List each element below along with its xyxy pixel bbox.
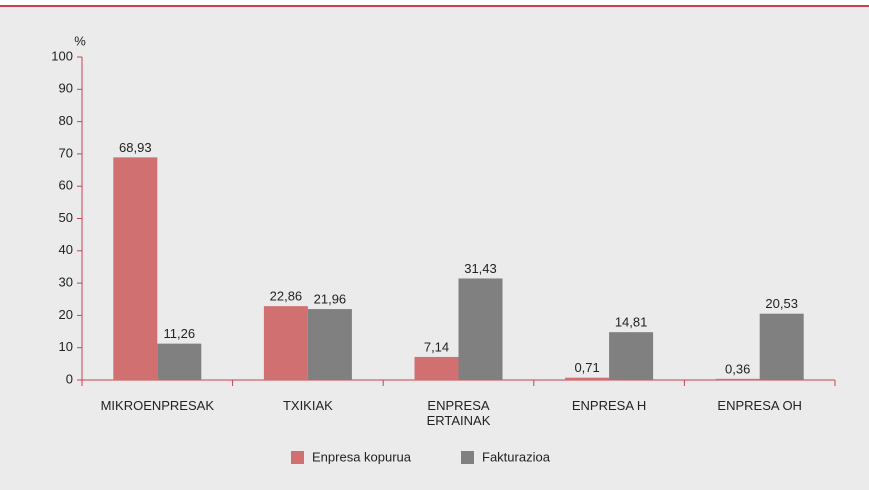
bar [565,377,610,380]
bar [609,332,654,380]
x-tick-label: ENPRESA ERTAINAK [426,398,491,428]
value-label: 11,26 [164,326,196,341]
y-tick-label: 90 [59,81,73,96]
bar [759,313,804,380]
value-label: 14,81 [615,315,648,330]
x-tick-label: TXIKIAK [282,398,333,413]
y-unit: % [74,33,86,48]
y-tick-label: 100 [51,48,73,63]
value-label: 22,86 [270,289,303,304]
bar [414,356,459,380]
legend-label: Enpresa kopurua [312,449,412,464]
value-label: 31,43 [464,261,497,276]
y-tick-label: 50 [59,210,73,225]
value-label: 7,14 [424,339,449,354]
legend-swatch [461,451,474,464]
bar [307,309,352,380]
bar [157,343,202,380]
y-tick-label: 0 [66,371,73,386]
x-tick-label: ENPRESA OH [717,398,802,413]
top-band [0,0,869,6]
value-label: 0,36 [725,361,750,376]
bar [263,306,308,380]
y-tick-label: 30 [59,275,73,290]
y-tick-label: 70 [59,145,73,160]
y-tick-label: 60 [59,178,73,193]
bar [458,278,503,380]
value-label: 0,71 [574,360,599,375]
legend-label: Fakturazioa [482,449,551,464]
y-tick-label: 20 [59,307,73,322]
x-tick-label: MIKROENPRESAK [100,398,214,413]
value-label: 68,93 [119,140,152,155]
y-tick-label: 10 [59,339,73,354]
y-tick-label: 80 [59,113,73,128]
value-label: 21,96 [314,292,347,307]
x-tick-label: ENPRESA H [571,398,647,413]
bar [715,378,760,380]
y-tick-label: 40 [59,242,73,257]
bar [113,157,158,380]
value-label: 20,53 [765,296,798,311]
legend-swatch [291,451,304,464]
